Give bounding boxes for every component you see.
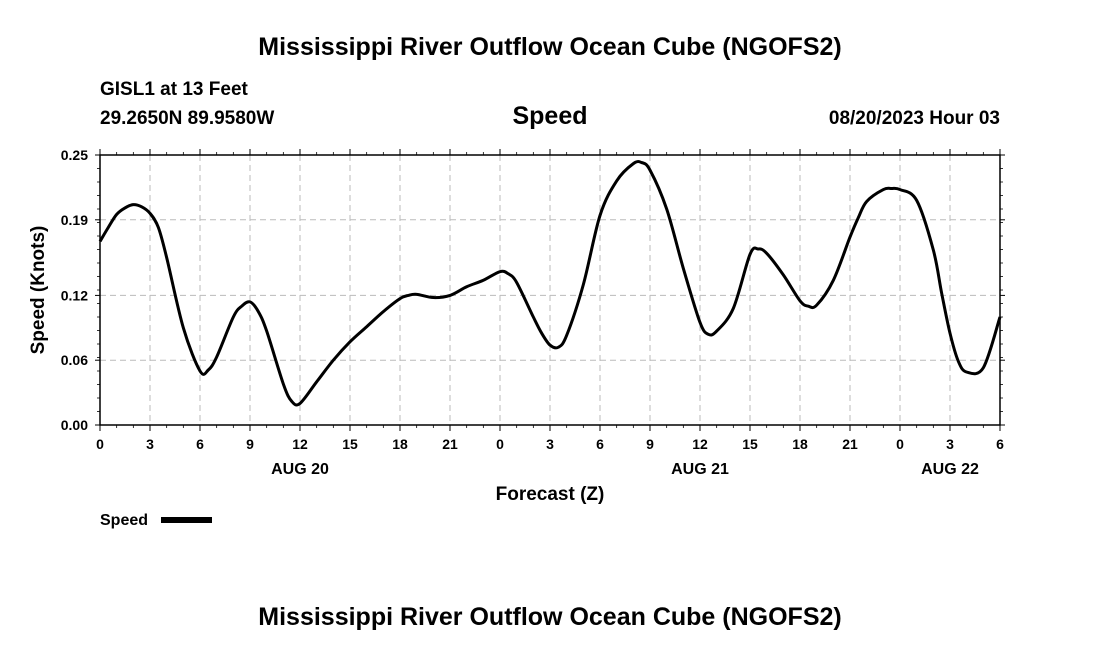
x-tick-label: 18: [792, 436, 808, 452]
y-axis: 0.00 0.06 0.12 0.19 0.25: [61, 147, 1005, 433]
y-tick-label: 0.19: [61, 212, 88, 228]
y-tick-label: 0.06: [61, 352, 88, 368]
series-layer: [98, 160, 1002, 407]
x-tick-label: 12: [692, 436, 708, 452]
x-tick-label: 12: [292, 436, 308, 452]
date-label: AUG 21: [671, 461, 729, 478]
main-title: Mississippi River Outflow Ocean Cube (NG…: [258, 33, 841, 61]
x-axis: 0 3 6 9 12 15 18 21 0 3 6 9 12 15 18 21 0 3 6: [96, 149, 1004, 452]
grid: [100, 155, 1000, 425]
forecast-datetime: 08/20/2023 Hour 03: [829, 108, 1000, 129]
x-tick-label: 3: [146, 436, 154, 452]
x-tick-label: 3: [946, 436, 954, 452]
x-tick-label: 21: [442, 436, 458, 452]
x-tick-label: 9: [246, 436, 254, 452]
x-tick-label: 9: [646, 436, 654, 452]
date-labels: AUG 20 AUG 21 AUG 22: [271, 461, 979, 478]
y-tick-label: 0.25: [61, 147, 88, 163]
y-axis-title: Speed (Knots): [28, 226, 49, 355]
x-tick-label: 15: [742, 436, 758, 452]
footer-title: Mississippi River Outflow Ocean Cube (NG…: [258, 603, 841, 631]
station-label: GISL1 at 13 Feet: [100, 79, 249, 100]
x-tick-label: 0: [496, 436, 504, 452]
station-coords: 29.2650N 89.9580W: [100, 108, 274, 129]
x-tick-label: 6: [596, 436, 604, 452]
x-tick-label: 6: [996, 436, 1004, 452]
chart-title: Speed: [512, 102, 587, 130]
x-tick-label: 0: [896, 436, 904, 452]
x-tick-label: 21: [842, 436, 858, 452]
date-label: AUG 20: [271, 461, 329, 478]
date-label: AUG 22: [921, 461, 979, 478]
x-tick-label: 0: [96, 436, 104, 452]
x-tick-label: 6: [196, 436, 204, 452]
legend-label: Speed: [100, 512, 148, 529]
x-tick-label: 18: [392, 436, 408, 452]
x-tick-label: 15: [342, 436, 358, 452]
legend: Speed: [100, 512, 212, 529]
y-tick-label: 0.00: [61, 417, 88, 433]
series-line-speed: [98, 160, 1002, 407]
x-tick-label: 3: [546, 436, 554, 452]
x-axis-title: Forecast (Z): [496, 484, 605, 505]
y-tick-label: 0.12: [61, 287, 88, 303]
